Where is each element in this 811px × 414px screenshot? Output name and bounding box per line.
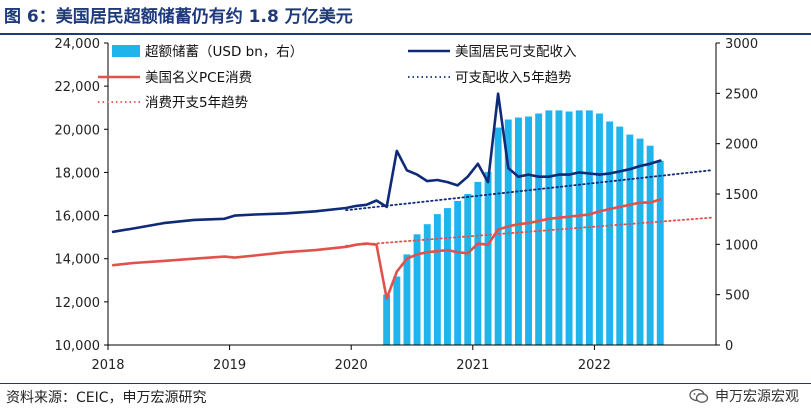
x-tick-label: 2019 bbox=[213, 358, 246, 373]
x-tick-label: 2020 bbox=[335, 358, 368, 373]
savings-bar bbox=[474, 181, 482, 345]
page-title: 图 6：美国居民超额储蓄仍有约 1.8 万亿美元 bbox=[4, 7, 353, 27]
y-right-tick-label: 0 bbox=[725, 339, 733, 354]
savings-bar bbox=[616, 126, 624, 345]
legend-label: 美国居民可支配收入 bbox=[455, 44, 577, 60]
y-right-tick-label: 500 bbox=[725, 289, 750, 304]
savings-bar bbox=[464, 194, 472, 345]
y-right-tick-label: 1000 bbox=[725, 238, 758, 253]
legend-label: 可支配收入5年趋势 bbox=[455, 70, 572, 86]
x-tick-label: 2018 bbox=[91, 358, 124, 373]
legend-label: 消费开支5年趋势 bbox=[145, 95, 248, 111]
savings-bar bbox=[646, 145, 654, 345]
savings-bar bbox=[444, 208, 451, 345]
savings-bar bbox=[555, 110, 563, 346]
footer-divider bbox=[0, 383, 811, 384]
savings-bar bbox=[656, 160, 664, 345]
y-left-tick-label: 10,000 bbox=[55, 339, 101, 354]
watermark-label: 申万宏源宏观 bbox=[715, 389, 799, 405]
watermark: 申万宏源宏观 bbox=[689, 386, 799, 406]
savings-bar bbox=[525, 116, 532, 345]
y-left-tick-label: 22,000 bbox=[55, 80, 101, 95]
savings-bar bbox=[504, 119, 512, 345]
savings-bar bbox=[484, 171, 492, 345]
savings-bar bbox=[606, 121, 614, 345]
y-right-tick-label: 1500 bbox=[725, 188, 758, 203]
income-trend-line bbox=[345, 169, 712, 212]
savings-bar bbox=[423, 224, 431, 345]
savings-bar bbox=[565, 111, 573, 345]
savings-bar bbox=[626, 134, 634, 345]
pce-line bbox=[111, 198, 662, 300]
savings-bar bbox=[545, 110, 553, 346]
y-right-tick-label: 2500 bbox=[725, 87, 758, 102]
y-left-tick-label: 20,000 bbox=[55, 123, 101, 138]
savings-bar bbox=[596, 113, 603, 345]
chart: 10,000 12,000 14,000 16,000 18,000 20,000 22,0… bbox=[0, 34, 811, 380]
savings-bar bbox=[433, 214, 441, 345]
wechat-icon bbox=[689, 388, 709, 403]
income-line bbox=[111, 92, 662, 234]
source-note: 资料来源：CEIC，申万宏源研究 bbox=[6, 390, 207, 406]
chart-svg: 10,000 12,000 14,000 16,000 18,000 20,000 22,0… bbox=[55, 37, 759, 373]
savings-bar bbox=[636, 138, 644, 345]
savings-bar bbox=[413, 234, 421, 345]
y-left-tick-label: 16,000 bbox=[55, 210, 101, 225]
x-tick-label: 2021 bbox=[456, 358, 489, 373]
savings-bar bbox=[535, 113, 543, 345]
y-left-tick-label: 24,000 bbox=[55, 37, 101, 52]
savings-bar bbox=[393, 276, 401, 345]
x-tick-label: 2022 bbox=[578, 358, 611, 373]
savings-bar bbox=[454, 201, 462, 345]
legend-label: 超额储蓄（USD bn，右） bbox=[145, 44, 303, 60]
legend-label: 美国名义PCE消费 bbox=[145, 70, 252, 86]
savings-bar bbox=[515, 117, 522, 345]
savings-bar bbox=[403, 254, 411, 345]
title-divider bbox=[0, 33, 811, 35]
y-left-tick-label: 14,000 bbox=[55, 253, 101, 268]
y-right-tick-label: 2000 bbox=[725, 138, 758, 153]
legend-swatch-bar bbox=[112, 45, 140, 57]
savings-bar bbox=[383, 294, 391, 345]
y-right-tick-label: 3000 bbox=[725, 37, 758, 52]
y-left-tick-label: 12,000 bbox=[55, 296, 101, 311]
y-left-tick-label: 18,000 bbox=[55, 166, 101, 181]
savings-bar bbox=[494, 127, 502, 345]
